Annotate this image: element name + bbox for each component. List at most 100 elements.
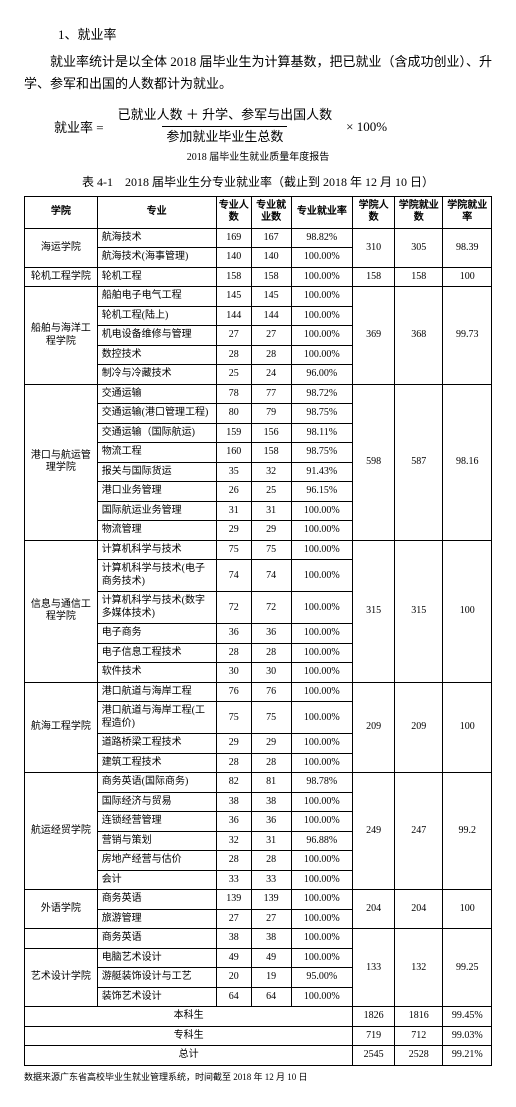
college-count-cell: 158 bbox=[353, 267, 395, 287]
major-cell: 商务英语 bbox=[97, 929, 216, 949]
major-count-cell: 64 bbox=[216, 987, 251, 1007]
major-rate-cell: 100.00% bbox=[291, 734, 353, 754]
major-cell: 计算机科学与技术(数字多媒体技术) bbox=[97, 592, 216, 624]
major-rate-cell: 100.00% bbox=[291, 987, 353, 1007]
summary-count: 719 bbox=[353, 1026, 395, 1046]
college-emp-cell: 368 bbox=[395, 287, 443, 385]
college-rate-cell: 99.25 bbox=[443, 929, 492, 1007]
major-emp-cell: 24 bbox=[251, 365, 291, 385]
major-emp-cell: 79 bbox=[251, 404, 291, 424]
major-rate-cell: 91.43% bbox=[291, 462, 353, 482]
major-rate-cell: 100.00% bbox=[291, 592, 353, 624]
th-college-rate: 学院就业率 bbox=[443, 196, 492, 228]
summary-rate: 99.03% bbox=[443, 1026, 492, 1046]
formula-fraction: 已就业人数 ＋ 升学、参军与出国人数 参加就业毕业生总数 bbox=[114, 107, 337, 146]
college-count-cell: 249 bbox=[353, 773, 395, 890]
major-cell: 道路桥梁工程技术 bbox=[97, 734, 216, 754]
summary-label: 专科生 bbox=[25, 1026, 353, 1046]
major-emp-cell: 27 bbox=[251, 909, 291, 929]
th-major-rate: 专业就业率 bbox=[291, 196, 353, 228]
college-rate-cell: 100 bbox=[443, 267, 492, 287]
summary-row: 专科生71971299.03% bbox=[25, 1026, 492, 1046]
major-count-cell: 28 bbox=[216, 753, 251, 773]
employment-table: 学院 专业 专业人数 专业就业数 专业就业率 学院人数 学院就业数 学院就业率 … bbox=[24, 196, 492, 1066]
college-cell: 船舶与海洋工程学院 bbox=[25, 287, 98, 385]
major-count-cell: 28 bbox=[216, 345, 251, 365]
major-rate-cell: 98.75% bbox=[291, 404, 353, 424]
major-cell: 港口航道与海岸工程(工程造价) bbox=[97, 702, 216, 734]
college-cell: 港口与航运管理学院 bbox=[25, 384, 98, 540]
major-cell: 航海技术 bbox=[97, 228, 216, 248]
major-cell: 电子信息工程技术 bbox=[97, 643, 216, 663]
th-college-count: 学院人数 bbox=[353, 196, 395, 228]
major-cell: 计算机科学与技术(电子商务技术) bbox=[97, 560, 216, 592]
major-rate-cell: 98.78% bbox=[291, 773, 353, 793]
major-cell: 数控技术 bbox=[97, 345, 216, 365]
major-cell: 报关与国际货运 bbox=[97, 462, 216, 482]
major-rate-cell: 100.00% bbox=[291, 702, 353, 734]
major-cell: 制冷与冷藏技术 bbox=[97, 365, 216, 385]
major-cell: 港口业务管理 bbox=[97, 482, 216, 502]
major-cell: 游艇装饰设计与工艺 bbox=[97, 968, 216, 988]
major-rate-cell: 98.75% bbox=[291, 443, 353, 463]
summary-label: 总计 bbox=[25, 1046, 353, 1066]
major-count-cell: 78 bbox=[216, 384, 251, 404]
major-count-cell: 31 bbox=[216, 501, 251, 521]
major-cell: 连锁经营管理 bbox=[97, 812, 216, 832]
major-count-cell: 35 bbox=[216, 462, 251, 482]
major-rate-cell: 100.00% bbox=[291, 501, 353, 521]
college-emp-cell: 315 bbox=[395, 540, 443, 682]
major-emp-cell: 31 bbox=[251, 501, 291, 521]
major-count-cell: 27 bbox=[216, 909, 251, 929]
college-cell: 外语学院 bbox=[25, 890, 98, 929]
college-rate-cell: 98.16 bbox=[443, 384, 492, 540]
major-emp-cell: 29 bbox=[251, 734, 291, 754]
major-rate-cell: 100.00% bbox=[291, 521, 353, 541]
table-row: 信息与通信工程学院计算机科学与技术7575100.00%315315100 bbox=[25, 540, 492, 560]
major-count-cell: 38 bbox=[216, 792, 251, 812]
table-row: 船舶与海洋工程学院船舶电子电气工程145145100.00%36936899.7… bbox=[25, 287, 492, 307]
major-count-cell: 27 bbox=[216, 326, 251, 346]
major-count-cell: 160 bbox=[216, 443, 251, 463]
college-rate-cell: 100 bbox=[443, 540, 492, 682]
report-caption: 2018 届毕业生就业质量年度报告 bbox=[24, 148, 492, 163]
major-cell: 轮机工程 bbox=[97, 267, 216, 287]
college-rate-cell: 99.2 bbox=[443, 773, 492, 890]
major-rate-cell: 100.00% bbox=[291, 753, 353, 773]
major-rate-cell: 100.00% bbox=[291, 851, 353, 871]
college-emp-cell: 209 bbox=[395, 682, 443, 773]
college-count-cell: 369 bbox=[353, 287, 395, 385]
major-emp-cell: 27 bbox=[251, 326, 291, 346]
summary-emp: 1816 bbox=[395, 1007, 443, 1027]
table-header-row: 学院 专业 专业人数 专业就业数 专业就业率 学院人数 学院就业数 学院就业率 bbox=[25, 196, 492, 228]
major-count-cell: 29 bbox=[216, 734, 251, 754]
major-emp-cell: 38 bbox=[251, 929, 291, 949]
major-rate-cell: 95.00% bbox=[291, 968, 353, 988]
th-college-emp: 学院就业数 bbox=[395, 196, 443, 228]
summary-rate: 99.21% bbox=[443, 1046, 492, 1066]
major-cell: 轮机工程(陆上) bbox=[97, 306, 216, 326]
major-count-cell: 74 bbox=[216, 560, 251, 592]
summary-emp: 2528 bbox=[395, 1046, 443, 1066]
major-cell: 电子商务 bbox=[97, 624, 216, 644]
major-emp-cell: 77 bbox=[251, 384, 291, 404]
major-count-cell: 49 bbox=[216, 948, 251, 968]
major-rate-cell: 98.82% bbox=[291, 228, 353, 248]
major-emp-cell: 156 bbox=[251, 423, 291, 443]
college-cell: 轮机工程学院 bbox=[25, 267, 98, 287]
major-rate-cell: 100.00% bbox=[291, 306, 353, 326]
major-cell: 港口航道与海岸工程 bbox=[97, 682, 216, 702]
major-rate-cell: 100.00% bbox=[291, 909, 353, 929]
major-emp-cell: 76 bbox=[251, 682, 291, 702]
major-cell: 物流管理 bbox=[97, 521, 216, 541]
major-emp-cell: 19 bbox=[251, 968, 291, 988]
major-rate-cell: 98.11% bbox=[291, 423, 353, 443]
college-count-cell: 310 bbox=[353, 228, 395, 267]
table-row: 航运经贸学院商务英语(国际商务)828198.78%24924799.2 bbox=[25, 773, 492, 793]
major-rate-cell: 100.00% bbox=[291, 326, 353, 346]
major-rate-cell: 100.00% bbox=[291, 890, 353, 910]
major-cell: 物流工程 bbox=[97, 443, 216, 463]
college-rate-cell: 99.73 bbox=[443, 287, 492, 385]
major-cell: 国际经济与贸易 bbox=[97, 792, 216, 812]
major-rate-cell: 98.72% bbox=[291, 384, 353, 404]
